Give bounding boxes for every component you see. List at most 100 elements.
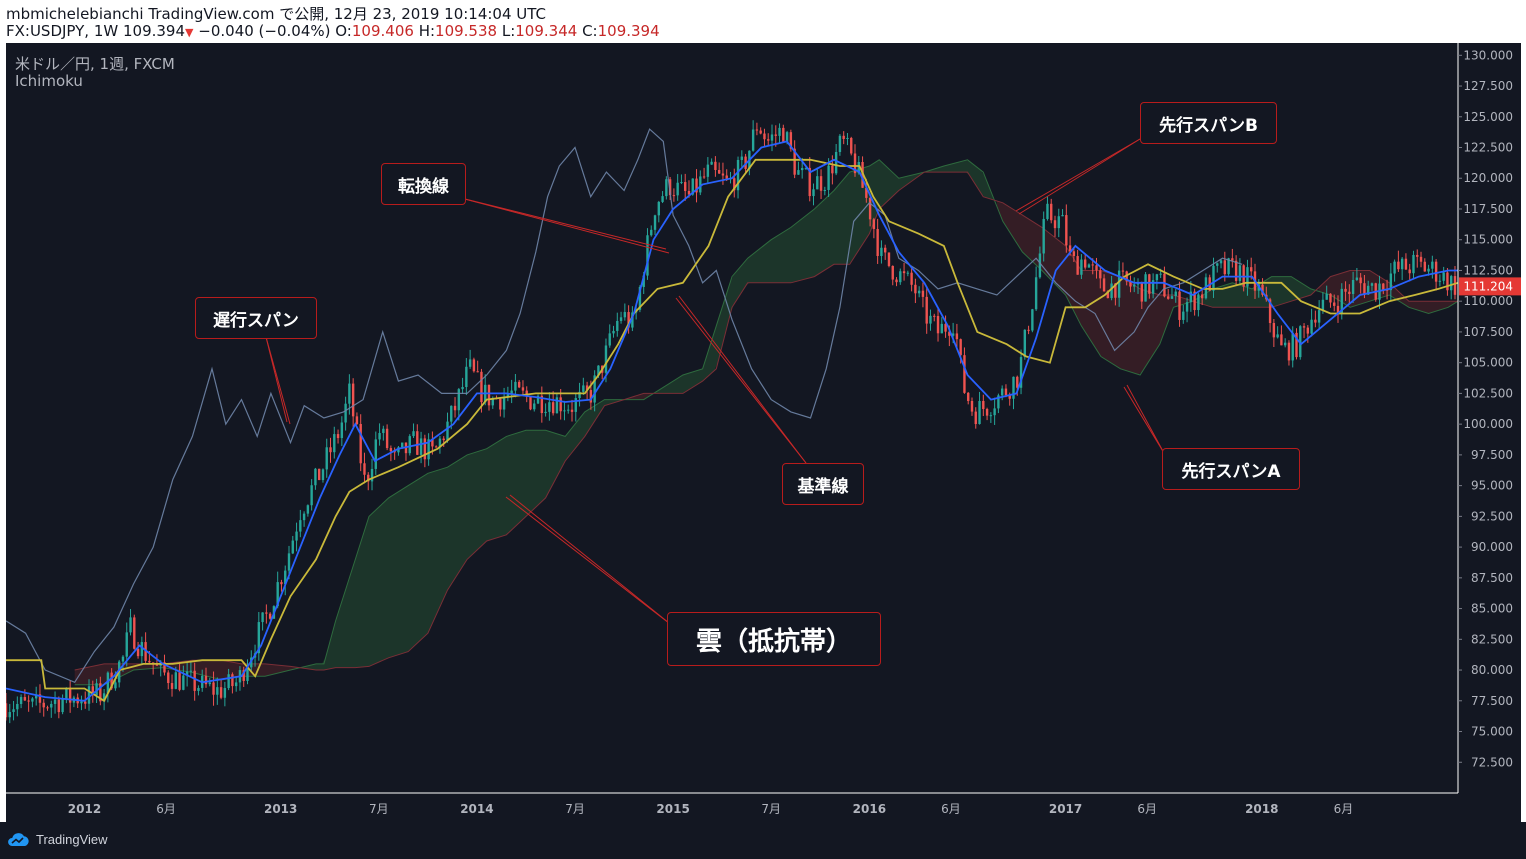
candle-body <box>616 320 619 331</box>
candle-body <box>370 468 374 482</box>
candle-body <box>284 570 287 585</box>
candle-body <box>1114 283 1117 298</box>
candle-body <box>133 617 136 649</box>
candle-body <box>1231 258 1234 261</box>
candle-body <box>1359 277 1362 284</box>
candle-body <box>1238 265 1242 281</box>
candle-body <box>216 687 219 695</box>
candle-body <box>1276 334 1279 338</box>
candle-body <box>1129 281 1132 287</box>
candle-body <box>1329 293 1332 303</box>
candle-body <box>408 436 411 454</box>
candle-body <box>1019 357 1023 388</box>
candle-body <box>329 447 332 453</box>
candle-body <box>699 176 702 193</box>
candle-body <box>570 409 574 412</box>
candle-body <box>472 359 476 372</box>
candle-body <box>574 398 577 412</box>
candle-body <box>1027 329 1030 331</box>
candle-body <box>23 697 27 701</box>
candle-body <box>1370 283 1374 286</box>
candle-body <box>193 670 196 691</box>
candle-body <box>1261 284 1264 295</box>
candle-body <box>185 671 189 676</box>
candle-body <box>1344 288 1347 292</box>
candle-body <box>555 397 559 414</box>
candle-body <box>816 176 819 190</box>
candle-body <box>563 410 566 412</box>
candle-body <box>438 438 442 448</box>
candle-body <box>65 687 68 700</box>
candle-body <box>1189 291 1193 303</box>
candle-body <box>725 175 728 179</box>
senkou-b-callout: 先行スパンB <box>1140 102 1277 144</box>
candle-body <box>1306 327 1310 334</box>
candle-body <box>299 520 302 532</box>
candle-body <box>1144 274 1147 302</box>
candle-body <box>268 613 272 619</box>
candle-body <box>265 612 268 614</box>
price-change: −0.040 (−0.04%) <box>198 22 331 40</box>
candle-body <box>276 582 279 607</box>
tradingview-brand: TradingView <box>36 832 108 847</box>
price-axis-label: 120.000 <box>1463 171 1513 185</box>
candle-body <box>1325 293 1328 300</box>
candle-body <box>1234 260 1238 281</box>
kumo-cloud-segment <box>655 159 993 394</box>
callout-leader-line <box>456 196 667 250</box>
time-axis-label: 2018 <box>1245 802 1278 816</box>
price-axis-label: 102.500 <box>1463 386 1513 400</box>
candle-body <box>619 317 623 321</box>
candle-body <box>974 411 977 425</box>
candle-body <box>1110 283 1113 299</box>
candle-body <box>431 439 434 447</box>
candle-body <box>589 390 593 403</box>
candle-body <box>231 674 234 687</box>
candle-body <box>1004 388 1008 396</box>
candle-body <box>50 703 53 708</box>
candle-body <box>951 333 955 336</box>
candle-body <box>767 139 770 141</box>
candle-body <box>853 153 857 174</box>
candle-body <box>1182 311 1185 320</box>
candle-body <box>548 402 551 412</box>
close-label: C: <box>582 22 598 40</box>
candle-body <box>1446 272 1449 291</box>
candle-body <box>1034 277 1038 310</box>
candle-body <box>453 405 457 411</box>
candle-body <box>955 333 959 340</box>
candle-body <box>1050 203 1053 221</box>
candle-body <box>412 431 415 437</box>
candle-body <box>1061 215 1064 217</box>
candle-body <box>306 505 310 514</box>
price-axis-label: 92.500 <box>1471 509 1513 523</box>
price-axis-label: 80.000 <box>1471 663 1513 677</box>
callout-leader-line <box>1018 138 1141 215</box>
candle-body <box>140 642 144 657</box>
candle-body <box>1419 256 1423 262</box>
candle-body <box>623 312 627 318</box>
candle-body <box>997 395 1000 409</box>
tradingview-logo[interactable]: TradingView <box>6 832 108 847</box>
candle-body <box>223 688 227 698</box>
candle-body <box>902 271 906 274</box>
candle-body <box>499 398 502 410</box>
candle-body <box>1170 296 1174 299</box>
chart-panel[interactable]: 130.000 127.500 125.000 122.500 120.000 117.5… <box>6 43 1521 822</box>
price-axis-label: 100.000 <box>1463 417 1513 431</box>
candle-body <box>257 622 261 654</box>
kumo-cloud-segment <box>302 399 625 670</box>
candle-body <box>461 387 464 390</box>
candle-body <box>982 400 985 410</box>
candle-body <box>914 284 917 294</box>
candle-body <box>521 387 525 391</box>
current-price-badge <box>1459 277 1521 296</box>
ichimoku-chart[interactable]: 130.000 127.500 125.000 122.500 120.000 117.5… <box>6 43 1521 822</box>
candle-body <box>1321 299 1325 311</box>
candle-body <box>1031 309 1034 331</box>
candle-body <box>110 672 113 689</box>
callout-leader-line <box>678 295 807 464</box>
candle-body <box>631 312 634 328</box>
candle-body <box>759 130 762 134</box>
candle-body <box>1219 260 1223 264</box>
